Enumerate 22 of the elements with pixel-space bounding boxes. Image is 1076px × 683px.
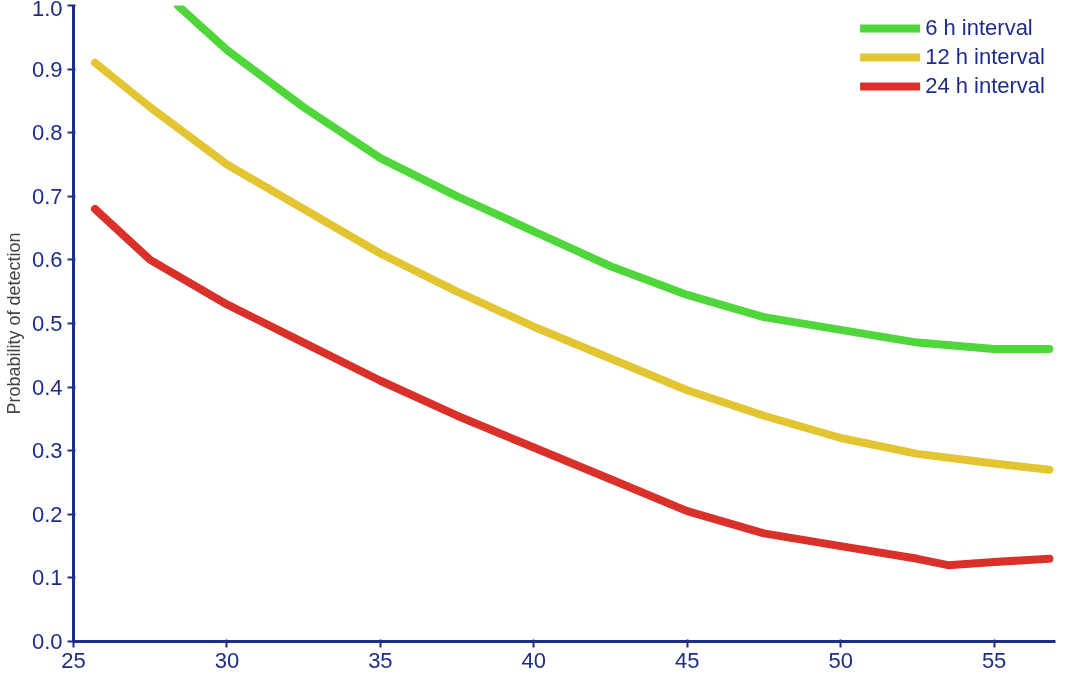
y-axis-title: Probability of detection bbox=[3, 232, 24, 415]
legend-label: 12 h interval bbox=[925, 44, 1045, 70]
x-tick-label: 35 bbox=[368, 647, 393, 673]
x-tick-label: 45 bbox=[675, 647, 700, 673]
y-tick-label: 0.8 bbox=[31, 120, 63, 146]
y-tick-label: 1.0 bbox=[31, 0, 63, 21]
x-tick-label: 25 bbox=[61, 647, 86, 673]
x-tick-label: 40 bbox=[521, 647, 547, 673]
legend-label: 24 h interval bbox=[925, 73, 1045, 99]
y-tick-label: 0.5 bbox=[31, 311, 63, 336]
y-tick-label: 0.6 bbox=[31, 247, 63, 273]
x-tick-label: 50 bbox=[828, 647, 853, 673]
y-tick-label: 0.9 bbox=[31, 56, 63, 82]
y-tick-label: 0.7 bbox=[31, 183, 63, 209]
x-tick-label: 30 bbox=[214, 647, 240, 673]
y-tick-label: 0.1 bbox=[31, 565, 63, 591]
y-tick-label: 0.2 bbox=[31, 501, 63, 527]
x-tick-label: 55 bbox=[981, 647, 1007, 673]
y-tick-label: 0.0 bbox=[31, 629, 63, 654]
legend-label: 6 h interval bbox=[925, 15, 1033, 41]
y-tick-label: 0.3 bbox=[31, 438, 63, 464]
y-tick-label: 0.4 bbox=[31, 374, 63, 400]
